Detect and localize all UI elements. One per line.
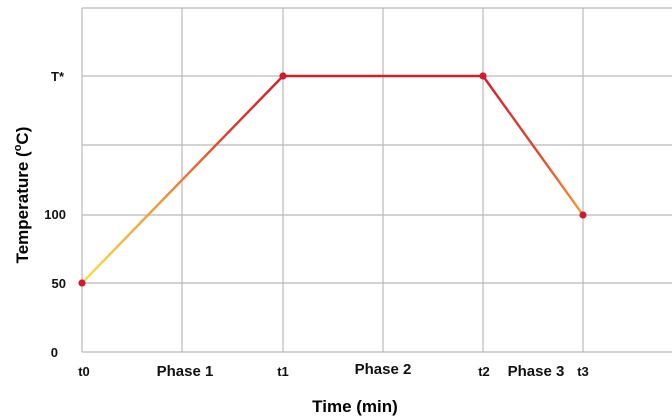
series-segment (80, 74, 285, 285)
y-tick-label: 50 (52, 276, 66, 291)
y-tick-label: 0 (51, 345, 58, 360)
x-tick-label: t1 (277, 364, 289, 379)
y-axis-title-unit: C) (13, 127, 32, 145)
y-tick-label: 100 (44, 207, 66, 222)
temperature-series (78, 72, 587, 287)
y-axis-ticks: 0 50 100 T* (44, 69, 66, 360)
phase-labels: Phase 1 Phase 2 Phase 3 (157, 361, 565, 380)
y-axis-title: Temperature (oC) (12, 127, 32, 264)
x-tick-label: t3 (577, 364, 589, 379)
grid-lines (81, 7, 672, 353)
x-tick-label: t0 (78, 364, 90, 379)
y-axis-title-superscript: o (12, 144, 24, 151)
data-point-marker (479, 72, 487, 80)
data-point-marker (78, 279, 86, 287)
data-point-marker (579, 211, 587, 219)
y-axis-title-main: Temperature ( (13, 151, 32, 263)
x-axis-title: Time (min) (312, 397, 398, 416)
y-tick-label: T* (51, 69, 65, 84)
phase-label: Phase 1 (157, 363, 214, 380)
series-segment (481, 74, 585, 217)
phase-label: Phase 3 (508, 363, 565, 380)
data-point-marker (279, 72, 287, 80)
x-axis-ticks: t0 t1 t2 t3 (78, 364, 589, 379)
x-tick-label: t2 (478, 364, 490, 379)
phase-label: Phase 2 (355, 361, 412, 378)
